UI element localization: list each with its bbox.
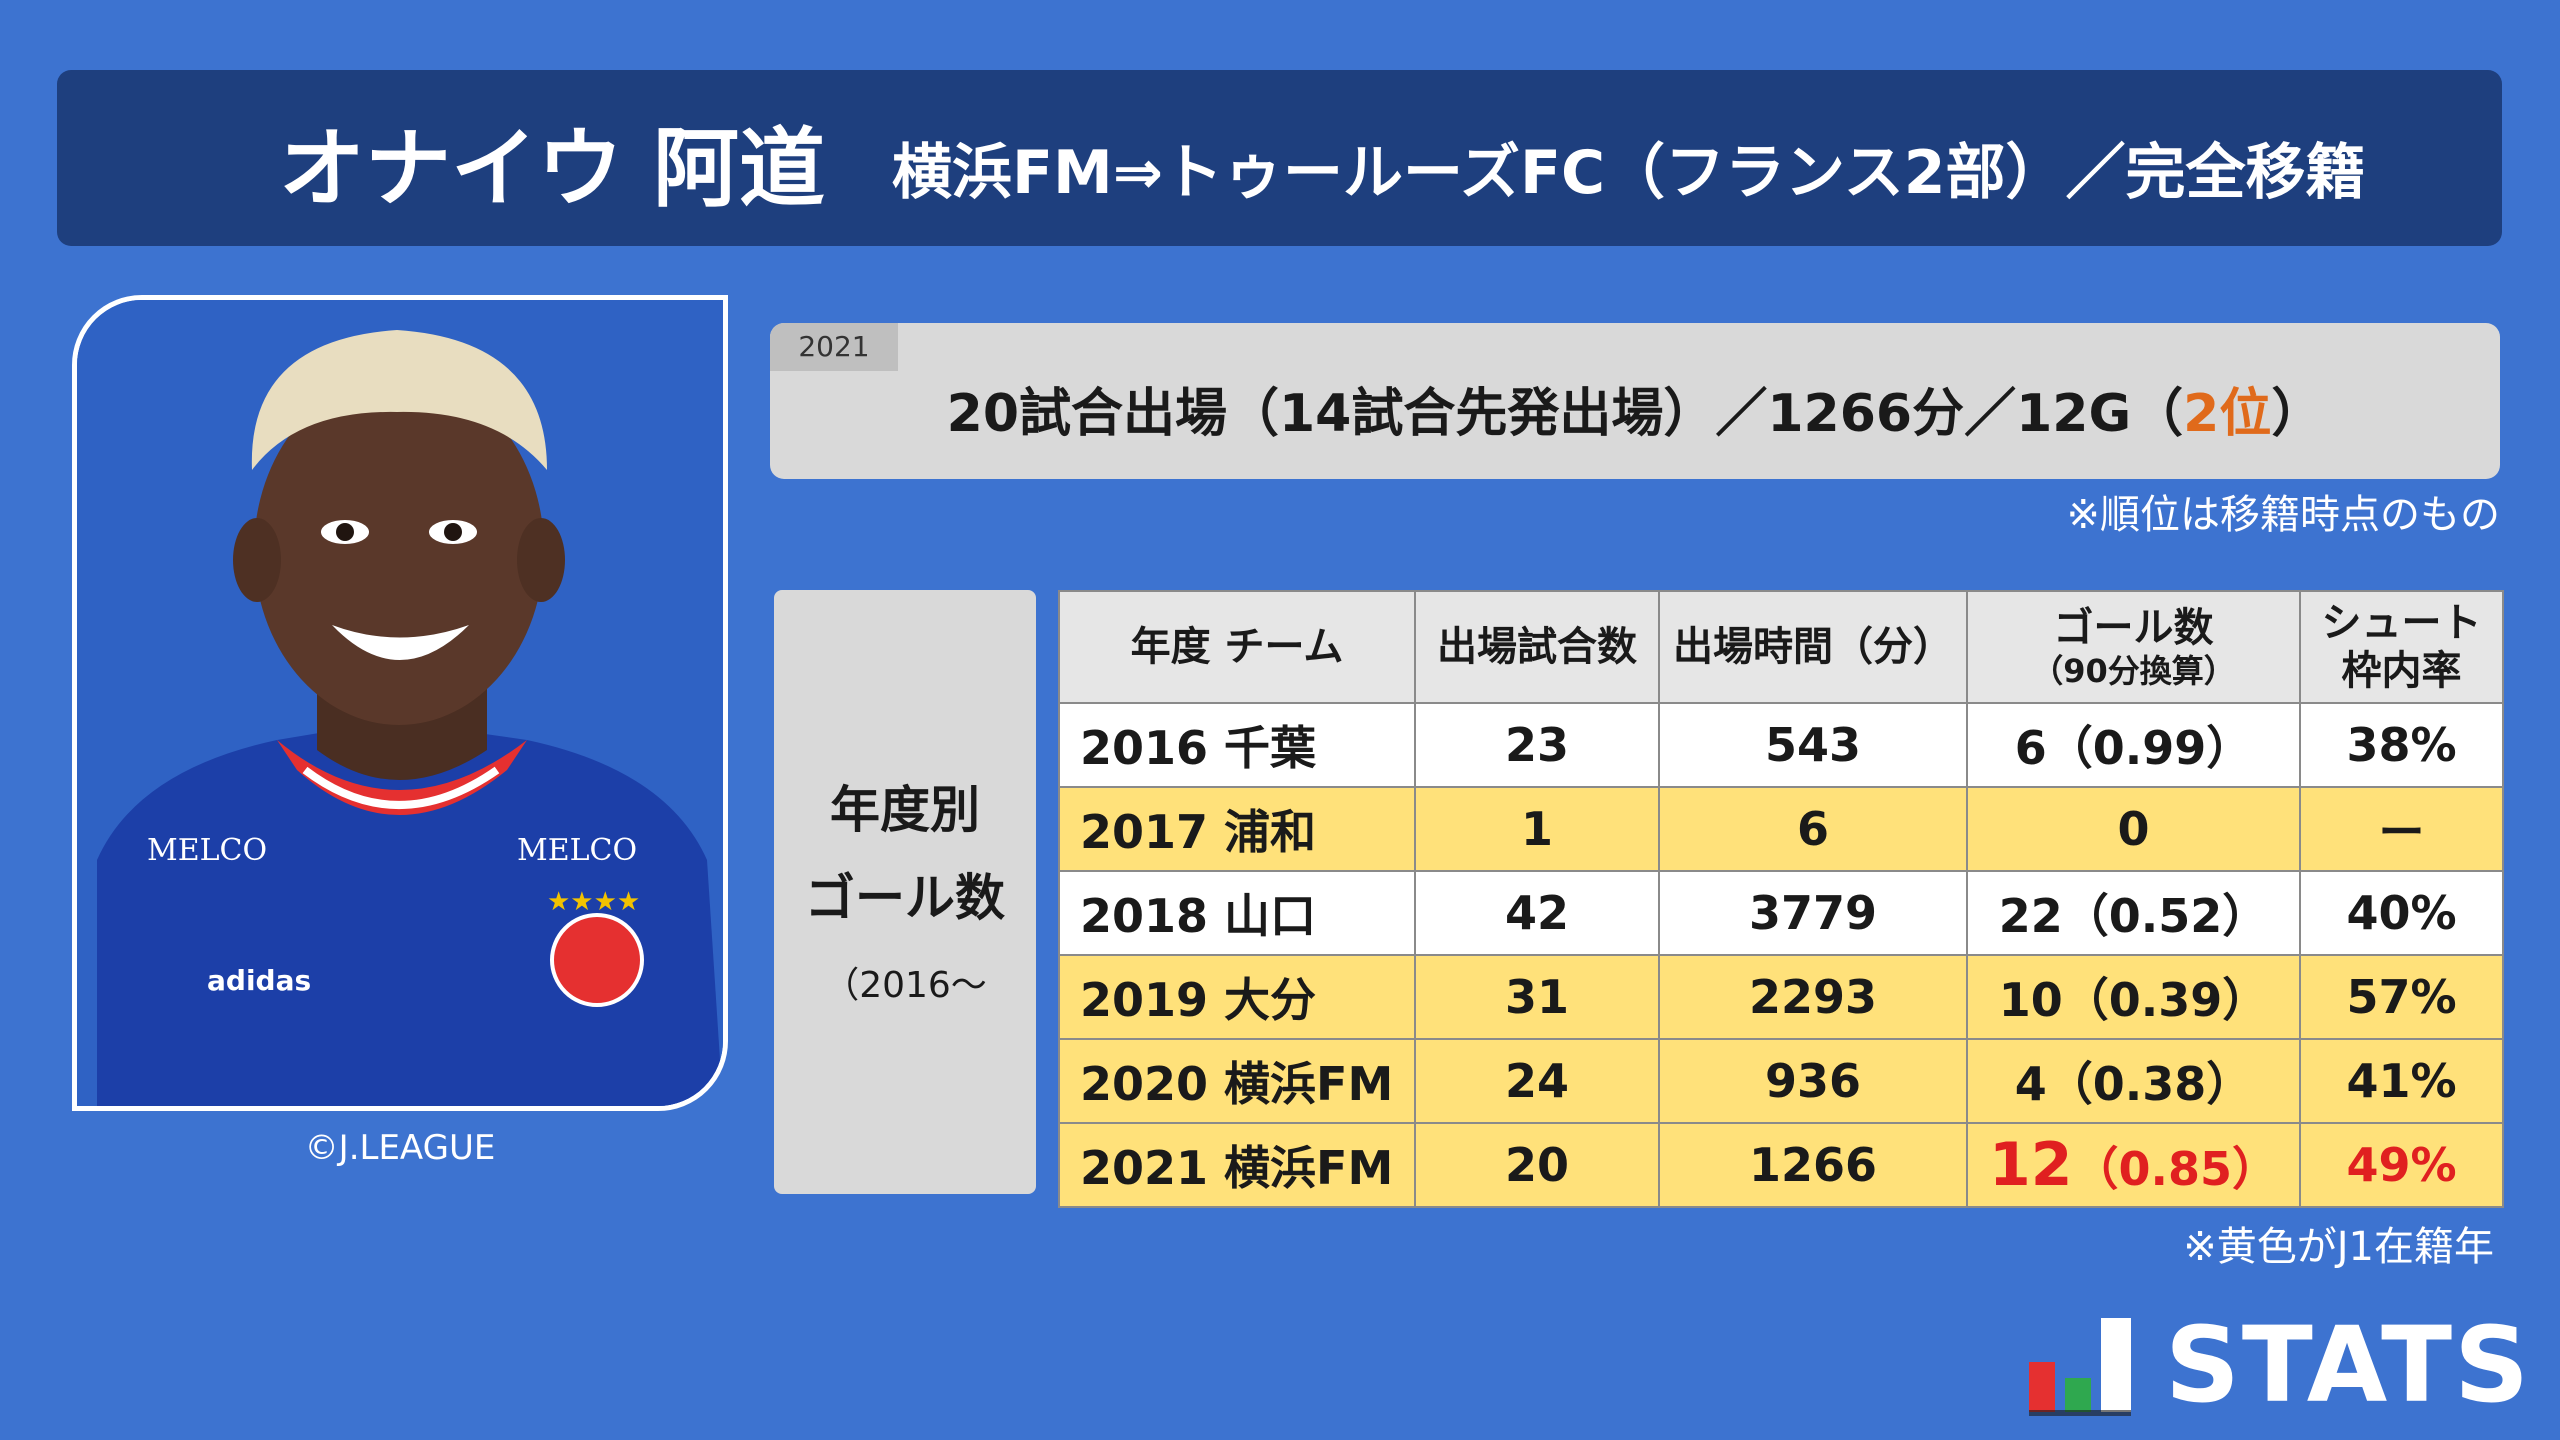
player-illustration: MELCO MELCO adidas ★★★★ [77,300,723,1106]
cell-goals: 0 [1966,786,2301,872]
cell-shot: 38% [2299,702,2504,788]
cell-minutes: 543 [1658,702,1968,788]
cell-shot: 57% [2299,954,2504,1040]
header-shot: シュート 枠内率 [2299,590,2504,704]
cell-team: 2020 横浜FM [1058,1038,1416,1124]
cell-games: 31 [1414,954,1660,1040]
j1-note: ※黄色がJ1在籍年 [2183,1224,2494,1270]
table-row: 2019 大分 31 2293 10（0.39） 57% [1058,954,2504,1040]
transfer-info: 横浜FM⇒トゥールーズFC（フランス2部）／完全移籍 [892,138,2366,208]
sponsor-right: MELCO [517,833,637,868]
cell-team: 2018 山口 [1058,870,1416,956]
cell-shot: 40% [2299,870,2504,956]
cell-shot-highlight: 49% [2299,1122,2504,1208]
cell-minutes: 2293 [1658,954,1968,1040]
stats-table: 年度 チーム 出場試合数 出場時間（分） ゴール数 （90分換算） シュート 枠内率… [1058,590,2504,1208]
goals-highlight-number: 12 [1989,1130,2073,1200]
table-row: 2017 浦和 1 6 0 ー [1058,786,2504,872]
cell-games: 23 [1414,702,1660,788]
summary-rank: 2位 [2183,384,2272,444]
stats-logo: STATS [2025,1310,2529,1420]
cell-team: 2021 横浜FM [1058,1122,1416,1208]
header-minutes: 出場時間（分） [1658,590,1968,704]
header-shot-line1: シュート [2321,600,2482,646]
cell-goals: 22（0.52） [1966,870,2301,956]
table-row: 2020 横浜FM 24 936 4（0.38） 41% [1058,1038,2504,1124]
summary-line-suffix: ） [2271,384,2324,444]
cell-team: 2016 千葉 [1058,702,1416,788]
cell-goals: 10（0.39） [1966,954,2301,1040]
header-goals: ゴール数 （90分換算） [1966,590,2301,704]
player-photo: MELCO MELCO adidas ★★★★ [72,295,728,1111]
summary-year: 2021 [770,323,898,371]
cell-games: 20 [1414,1122,1660,1208]
side-label-line1: 年度別 [830,781,980,839]
table-row: 2021 横浜FM 20 1266 12（0.85） 49% [1058,1122,2504,1208]
cell-goals: 4（0.38） [1966,1038,2301,1124]
table-row: 2016 千葉 23 543 6（0.99） 38% [1058,702,2504,788]
cell-goals: 6（0.99） [1966,702,2301,788]
cell-minutes: 1266 [1658,1122,1968,1208]
cell-games: 1 [1414,786,1660,872]
svg-text:★★★★: ★★★★ [547,887,640,917]
cell-goals-highlight: 12（0.85） [1966,1122,2301,1208]
rank-note: ※順位は移籍時点のもの [2066,492,2500,538]
summary-line-prefix: 20試合出場（14試合先発出場）／1266分／12G（ [946,384,2184,444]
side-label-line3: （2016～ [823,965,987,1006]
cell-minutes: 6 [1658,786,1968,872]
header-goals-main: ゴール数 [2053,604,2214,651]
photo-credit: ©J.LEAGUE [304,1128,496,1168]
cell-minutes: 936 [1658,1038,1968,1124]
season-summary: 2021 20試合出場（14試合先発出場）／1266分／12G（2位） [770,323,2500,479]
sponsor-left: MELCO [147,833,267,868]
cell-team: 2017 浦和 [1058,786,1416,872]
stats-logo-icon [2029,1318,2131,1416]
header-goals-sub: （90分換算） [2031,651,2236,690]
header-games: 出場試合数 [1414,590,1660,704]
cell-minutes: 3779 [1658,870,1968,956]
table-side-label: 年度別 ゴール数 （2016～ [774,590,1036,1194]
player-name: オナイウ 阿道 [279,119,825,219]
cell-games: 24 [1414,1038,1660,1124]
header-shot-line2: 枠内率 [2341,648,2462,694]
brand-text: adidas [207,964,311,997]
summary-stat-line: 20試合出場（14試合先発出場）／1266分／12G（2位） [770,371,2500,446]
goals-highlight-rate: （0.85） [2072,1142,2279,1196]
stats-logo-text: STATS [2165,1304,2532,1426]
side-label-line2: ゴール数 [805,869,1005,927]
title-banner: オナイウ 阿道 横浜FM⇒トゥールーズFC（フランス2部）／完全移籍 [57,70,2502,246]
cell-shot: 41% [2299,1038,2504,1124]
table-header-row: 年度 チーム 出場試合数 出場時間（分） ゴール数 （90分換算） シュート 枠内率 [1058,590,2504,704]
cell-team: 2019 大分 [1058,954,1416,1040]
cell-shot: ー [2299,786,2504,872]
table-row: 2018 山口 42 3779 22（0.52） 40% [1058,870,2504,956]
cell-games: 42 [1414,870,1660,956]
header-team: 年度 チーム [1058,590,1416,704]
